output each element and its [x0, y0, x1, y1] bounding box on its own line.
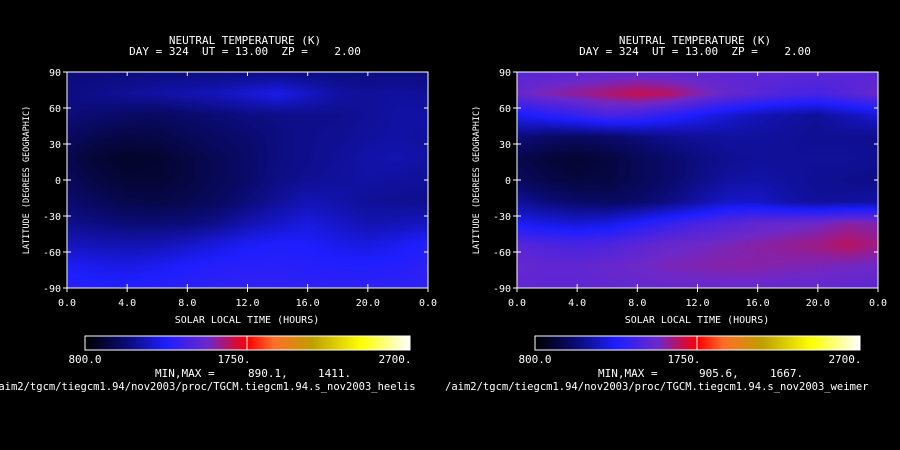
max-value: 1411. [318, 367, 351, 380]
y-tick-label: -30 [493, 212, 511, 223]
plot-area [516, 71, 879, 289]
y-tick-label: 30 [499, 140, 511, 151]
chart-title: NEUTRAL TEMPERATURE (K) [168, 34, 322, 47]
y-tick-label: 0 [55, 176, 61, 187]
y-tick-label: 60 [49, 104, 61, 115]
min-value: 905.6, [699, 367, 739, 380]
y-axis: 90 60 30 0 -30 -60 -90 [43, 68, 428, 295]
chart-subtitle: DAY = 324 UT = 13.00 ZP = 2.00 [129, 45, 361, 58]
y-tick-label: 60 [499, 104, 511, 115]
footer-path-right: /aim2/tgcm/tiegcm1.94/nov2003/proc/TGCM.… [445, 381, 869, 393]
colorbar-min-label: 800.0 [68, 353, 101, 366]
colorbar-mid-label: 1750. [667, 353, 700, 366]
heatmap-field [517, 72, 878, 288]
max-value: 1667. [770, 367, 803, 380]
y-tick-label: 90 [499, 68, 511, 79]
x-tick-label: 16.0 [296, 298, 320, 309]
y-axis-label: LATITUDE (DEGREES GEOGRAPHIC) [22, 106, 32, 254]
x-tick-label: 20.0 [356, 298, 380, 309]
x-axis-label: SOLAR LOCAL TIME (HOURS) [175, 315, 320, 326]
x-tick-label: 4.0 [118, 298, 136, 309]
heatmap-field [67, 72, 428, 288]
x-axis: 0.0 4.0 8.0 12.0 16.0 20.0 0.0 [508, 72, 887, 309]
colorbar-min-label: 800.0 [518, 353, 551, 366]
x-tick-label: 8.0 [628, 298, 646, 309]
y-tick-label: -60 [493, 248, 511, 259]
plot-area [66, 71, 429, 289]
x-tick-label: 4.0 [568, 298, 586, 309]
y-tick-label: 30 [49, 140, 61, 151]
chart-title: NEUTRAL TEMPERATURE (K) [618, 34, 772, 47]
x-tick-label: 0.0 [869, 298, 887, 309]
x-tick-label: 12.0 [685, 298, 709, 309]
x-tick-label: 0.0 [508, 298, 526, 309]
y-tick-label: -90 [43, 284, 61, 295]
y-tick-label: 90 [49, 68, 61, 79]
chart-subtitle: DAY = 324 UT = 13.00 ZP = 2.00 [579, 45, 811, 58]
colorbar-mid-label: 1750. [217, 353, 250, 366]
y-tick-label: 0 [505, 176, 511, 187]
x-tick-label: 0.0 [419, 298, 437, 309]
footer-path-left: /aim2/tgcm/tiegcm1.94/nov2003/proc/TGCM.… [0, 381, 416, 393]
colorbar-max-label: 2700. [828, 353, 861, 366]
x-tick-label: 20.0 [806, 298, 830, 309]
x-tick-label: 16.0 [746, 298, 770, 309]
x-axis: 0.0 4.0 8.0 12.0 16.0 20.0 0.0 [58, 72, 437, 309]
x-tick-label: 0.0 [58, 298, 76, 309]
x-axis-label: SOLAR LOCAL TIME (HOURS) [625, 315, 770, 326]
minmax-label: MIN,MAX = [598, 367, 658, 380]
x-tick-label: 8.0 [178, 298, 196, 309]
y-axis-label: LATITUDE (DEGREES GEOGRAPHIC) [472, 106, 482, 254]
colorbar-max-label: 2700. [378, 353, 411, 366]
min-value: 890.1, [248, 367, 288, 380]
footer-paths: /aim2/tgcm/tiegcm1.94/nov2003/proc/TGCM.… [0, 381, 900, 395]
minmax-label: MIN,MAX = [155, 367, 215, 380]
y-tick-label: -30 [43, 212, 61, 223]
x-tick-label: 12.0 [235, 298, 259, 309]
y-tick-label: -90 [493, 284, 511, 295]
y-axis: 90 60 30 0 -30 -60 -90 [493, 68, 878, 295]
y-tick-label: -60 [43, 248, 61, 259]
